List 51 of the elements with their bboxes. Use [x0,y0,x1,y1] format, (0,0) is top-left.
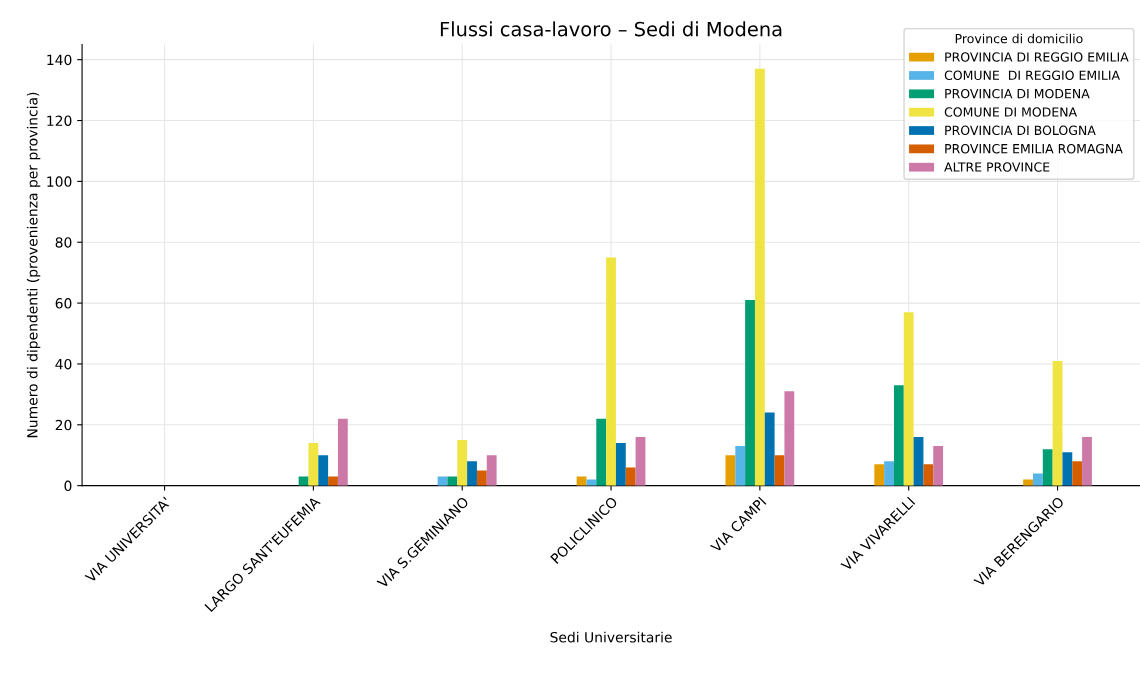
bar [745,300,755,486]
bar [933,446,944,486]
bar [467,461,477,486]
bar [1052,360,1063,486]
bar [308,443,319,486]
legend-label: COMUNE DI REGGIO EMILIA [944,70,1120,81]
bar [735,446,746,486]
legend-label: PROVINCIA DI REGGIO EMILIA [945,52,1129,62]
bar [1072,461,1083,486]
bar [874,464,885,486]
bar [784,391,795,486]
bar [318,455,329,486]
bar [337,418,348,486]
bar [903,312,914,486]
bar [1082,436,1092,486]
bar [476,470,487,486]
bar [625,467,636,486]
legend-label: PROVINCIA DI MODENA [945,88,1090,99]
bar [457,440,468,486]
bar [923,464,934,486]
legend-title: Province di domicilio [955,33,1083,44]
bar [486,455,497,486]
y-tick-label: 0 [64,480,72,492]
bar [754,68,765,486]
bar [893,385,904,486]
bar [884,461,894,486]
chart-title: Flussi casa-lavoro – Sedi di Modena [440,21,782,37]
bar [596,418,607,486]
legend-label: PROVINCE EMILIA ROMAGNA [945,143,1123,154]
bar [606,257,616,486]
y-tick-label: 140 [47,54,72,66]
y-tick-label: 40 [55,358,72,370]
y-axis-title: Numero di dipendenti (provenienza per provincia) [26,92,41,438]
legend-label: COMUNE DI MODENA [944,107,1078,117]
bar [1062,452,1073,486]
bar [1032,473,1043,486]
bar [764,412,775,486]
bar [615,443,626,486]
bar [1042,449,1053,486]
y-tick-label: 80 [55,237,72,248]
x-axis-title: Sedi Universitarie [550,631,672,643]
bar [774,455,785,486]
y-tick-label: 120 [47,115,72,126]
y-tick-label: 100 [47,176,72,187]
legend-label: ALTRE PROVINCE [944,162,1050,172]
legend-label: PROVINCIA DI BOLOGNA [945,125,1096,136]
y-tick-label: 20 [55,419,72,431]
bar [725,455,736,486]
y-tick-label: 60 [55,298,72,309]
bar [635,436,646,486]
bar [913,436,924,486]
